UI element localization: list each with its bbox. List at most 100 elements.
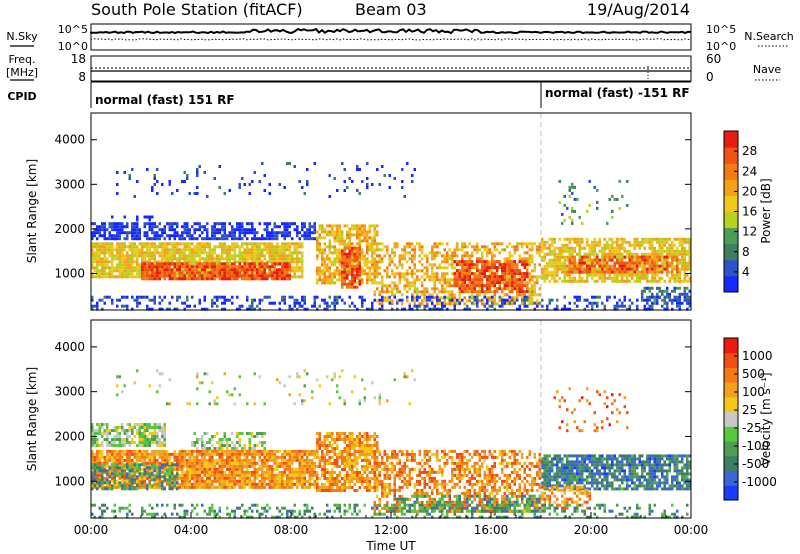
heatmap-cell (671, 289, 674, 293)
heatmap-cell (601, 249, 604, 253)
heatmap-cell (353, 267, 356, 271)
heatmap-cell (176, 234, 179, 238)
heatmap-cell (376, 275, 379, 279)
heatmap-cell (493, 307, 496, 311)
heatmap-cell (561, 270, 564, 274)
heatmap-cell (268, 257, 271, 261)
heatmap-cell (211, 274, 214, 278)
heatmap-cell (273, 251, 276, 255)
heatmap-cell (233, 242, 236, 246)
heatmap-cell (378, 257, 381, 261)
heatmap-cell (368, 266, 371, 270)
heatmap-cell (578, 276, 581, 280)
heatmap-cell (503, 284, 506, 288)
heatmap-cell (511, 269, 514, 273)
heatmap-cell (626, 273, 629, 277)
heatmap-cell (568, 307, 571, 311)
heatmap-cell (678, 307, 681, 311)
heatmap-cell (213, 262, 216, 266)
heatmap-cell (398, 275, 401, 279)
heatmap-cell (276, 277, 279, 281)
heatmap-cell (481, 257, 484, 261)
heatmap-cell (661, 258, 664, 262)
heatmap-cell (551, 240, 554, 244)
heatmap-cell (203, 251, 206, 255)
heatmap-cell (148, 482, 151, 486)
heatmap-cell (363, 260, 366, 264)
heatmap-cell (513, 284, 516, 288)
heatmap-cell (163, 242, 166, 246)
heatmap-cell (563, 249, 566, 253)
heatmap-cell (348, 295, 351, 299)
heatmap-cell (593, 264, 596, 268)
heatmap-cell (291, 275, 294, 279)
heatmap-cell (526, 295, 529, 299)
heatmap-cell (171, 271, 174, 275)
heatmap-cell (458, 272, 461, 276)
heatmap-cell (296, 275, 299, 279)
heatmap-cell (206, 260, 209, 264)
heatmap-cell (126, 275, 129, 279)
heatmap-cell (206, 262, 209, 266)
heatmap-cell (648, 264, 651, 268)
heatmap-cell (451, 278, 454, 282)
heatmap-cell (381, 290, 384, 294)
heatmap-cell (353, 255, 356, 259)
heatmap-cell (618, 255, 621, 259)
heatmap-cell (601, 252, 604, 256)
heatmap-cell (626, 240, 629, 244)
heatmap-cell (401, 248, 404, 252)
heatmap-cell (521, 284, 524, 288)
heatmap-cell (646, 273, 649, 277)
heatmap-cell (368, 278, 371, 282)
heatmap-cell (336, 224, 339, 228)
heatmap-cell (211, 271, 214, 275)
heatmap-cell (573, 249, 576, 253)
heatmap-cell (313, 301, 316, 305)
heatmap-cell (98, 269, 101, 273)
heatmap-cell (126, 467, 129, 471)
heatmap-cell (376, 233, 379, 237)
heatmap-cell (216, 231, 219, 235)
heatmap-cell (93, 304, 96, 308)
heatmap-cell (506, 257, 509, 261)
heatmap-cell (606, 298, 609, 302)
heatmap-cell (256, 268, 259, 272)
heatmap-cell (248, 231, 251, 235)
heatmap-cell (386, 284, 389, 288)
heatmap-cell (131, 228, 134, 232)
heatmap-cell (136, 225, 139, 229)
heatmap-cell (538, 275, 541, 279)
heatmap-cell (103, 263, 106, 267)
heatmap-cell (373, 290, 376, 294)
heatmap-cell (646, 258, 649, 262)
heatmap-cell (681, 301, 684, 305)
heatmap-cell (506, 272, 509, 276)
heatmap-cell (203, 237, 206, 241)
heatmap-cell (163, 254, 166, 258)
heatmap-cell (148, 268, 151, 272)
heatmap-cell (558, 179, 561, 183)
heatmap-cell (118, 222, 121, 226)
heatmap-cell (356, 260, 359, 264)
heatmap-cell (671, 273, 674, 277)
heatmap-cell (406, 284, 409, 288)
heatmap-cell (503, 272, 506, 276)
heatmap-cell (118, 251, 121, 255)
heatmap-cell (508, 251, 511, 255)
heatmap-cell (193, 277, 196, 281)
heatmap-cell (366, 242, 369, 246)
heatmap-cell (163, 455, 166, 459)
heatmap-cell (196, 251, 199, 255)
heatmap-cell (93, 251, 96, 255)
heatmap-cell (183, 231, 186, 235)
heatmap-cell (403, 254, 406, 258)
heatmap-cell (403, 275, 406, 279)
heatmap-cell (413, 272, 416, 276)
heatmap-cell (123, 260, 126, 264)
heatmap-cell (283, 254, 286, 258)
heatmap-cell (188, 245, 191, 249)
heatmap-cell (491, 275, 494, 279)
heatmap-cell (128, 242, 131, 246)
heatmap-cell (323, 272, 326, 276)
